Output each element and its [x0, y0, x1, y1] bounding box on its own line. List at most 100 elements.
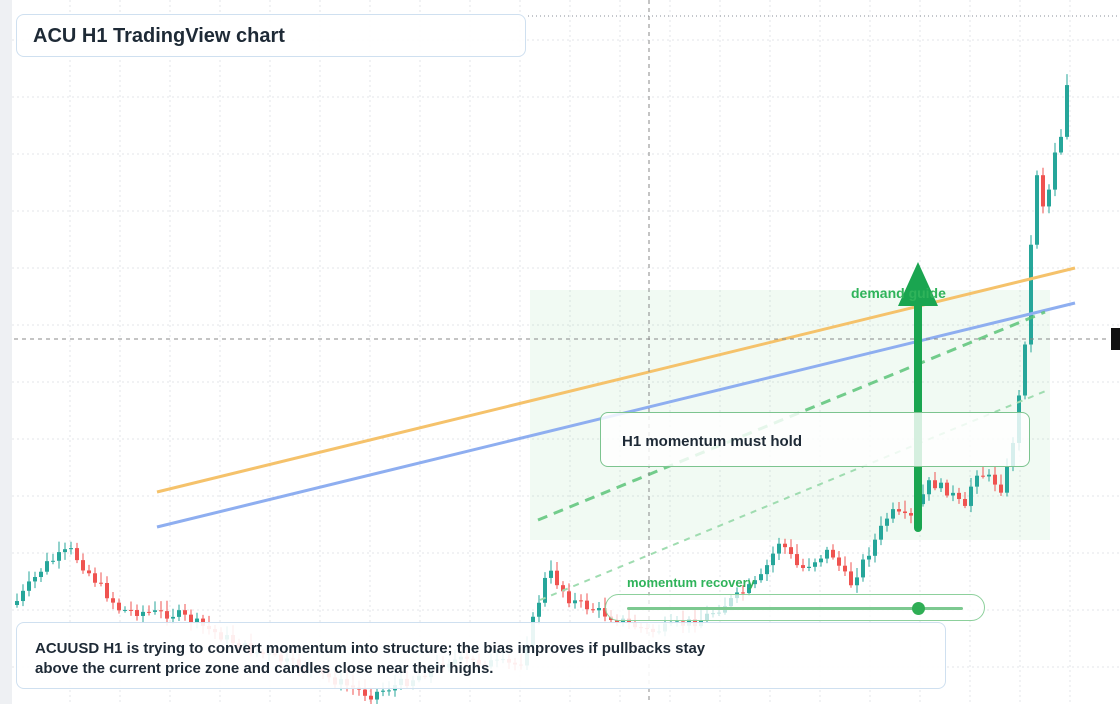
candle-body [135, 610, 139, 616]
candle-body [903, 511, 907, 514]
candle-body [177, 610, 181, 617]
callout-box: H1 momentum must hold [600, 412, 1030, 467]
candle-body [927, 480, 931, 495]
candle-body [855, 577, 859, 586]
candle-body [1053, 152, 1057, 190]
callout: H1 momentum must hold [622, 433, 803, 450]
candle-body [999, 484, 1003, 493]
arrow-head [898, 262, 938, 306]
candle-body [765, 565, 769, 575]
candle-body [837, 557, 841, 566]
candle-body [375, 691, 379, 700]
candle-body [147, 611, 151, 613]
candle-body [141, 611, 145, 616]
candle-body [33, 577, 37, 582]
candle-body [189, 614, 193, 623]
candle-body [867, 555, 871, 560]
candle-body [831, 549, 835, 558]
candle-body [987, 474, 991, 477]
candle-body [45, 561, 49, 572]
candle-body [579, 600, 583, 602]
candle-body [183, 610, 187, 615]
slider-knob [912, 602, 925, 615]
candle-body [921, 494, 925, 505]
candle-body [939, 482, 943, 489]
candle-body [945, 482, 949, 496]
candle-body [567, 591, 571, 604]
description-box: ACUUSD H1 is trying to convert momentum … [16, 622, 946, 689]
candle-body [879, 525, 883, 540]
candle-body [957, 492, 961, 499]
candle-body [933, 480, 937, 489]
candle-body [747, 584, 751, 594]
candle-body [537, 602, 541, 617]
candle-body [99, 582, 103, 584]
candle-body [843, 565, 847, 572]
candle-body [387, 690, 391, 692]
candle-body [951, 492, 955, 496]
candle-body [105, 582, 109, 599]
candle-body [369, 695, 373, 700]
candle-body [993, 474, 997, 485]
candle-body [753, 580, 757, 585]
candle-body [363, 689, 367, 696]
candle-body [813, 562, 817, 567]
candle-body [795, 554, 799, 566]
candle-body [1059, 136, 1063, 153]
candle-body [81, 560, 85, 571]
candle-body [801, 565, 805, 568]
candle-body [21, 590, 25, 602]
candle-body [381, 690, 385, 692]
candle-body [909, 513, 913, 516]
zone-label: demand guide [851, 285, 946, 301]
candle-body [891, 509, 895, 519]
candle-body [741, 592, 745, 594]
slider-label: momentum recovery [627, 575, 755, 590]
candle-body [873, 539, 877, 556]
candle-body [39, 571, 43, 578]
candle-body [597, 608, 601, 611]
description: ACUUSD H1 is trying to convert momentum … [35, 640, 706, 677]
candle-body [861, 559, 865, 578]
candle-body [27, 581, 31, 591]
candle-body [171, 616, 175, 619]
candle-body [153, 610, 157, 612]
candle-body [87, 570, 91, 574]
candle-body [615, 620, 619, 623]
candle-body [885, 518, 889, 526]
candle-body [75, 548, 79, 561]
crosshair-marker [1111, 328, 1120, 350]
candle-body [15, 601, 19, 605]
candle-body [1065, 85, 1069, 137]
candle-body [819, 558, 823, 563]
candle-body [195, 618, 199, 623]
candle-body [789, 547, 793, 555]
left-strip [0, 0, 12, 704]
title-box: ACU H1 TradingView chart [16, 14, 526, 57]
candle-body [1035, 175, 1039, 245]
candle-body [123, 609, 127, 611]
candle-body [807, 566, 811, 568]
candle-body [975, 475, 979, 487]
candle-body [675, 621, 679, 623]
candle-body [897, 509, 901, 512]
candle-body [117, 602, 121, 611]
candle-body [555, 570, 559, 586]
candle-body [573, 600, 577, 604]
candle-body [1047, 189, 1051, 207]
candle-body [981, 475, 985, 477]
candle-body [963, 498, 967, 506]
candle-body [159, 610, 163, 612]
candle-body [1029, 244, 1033, 345]
candle-body [1041, 175, 1045, 207]
candle-body [849, 571, 853, 586]
candle-body [1005, 466, 1009, 493]
candle-body [63, 549, 67, 553]
candle-body [771, 553, 775, 566]
candle-body [165, 611, 169, 619]
candle-body [561, 585, 565, 592]
candle-body [759, 574, 763, 581]
candle-body [543, 577, 547, 603]
candle-body [111, 598, 115, 603]
